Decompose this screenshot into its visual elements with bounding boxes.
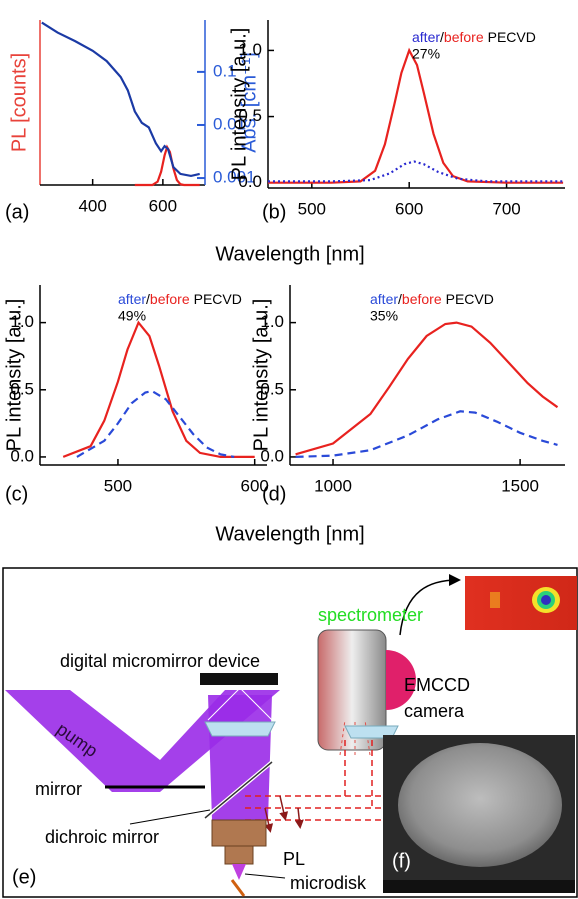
annotation-part: after xyxy=(118,291,146,307)
dmd xyxy=(200,673,278,685)
spot-core xyxy=(541,595,551,605)
panel-label: (f) xyxy=(392,850,411,872)
y-axis-label: PL intensity [a.u.] xyxy=(228,28,250,181)
annotation-ratio: 35% xyxy=(370,308,398,324)
annotation-part: PECVD xyxy=(446,291,494,307)
series-line xyxy=(296,411,558,457)
panel-label: (d) xyxy=(262,483,286,505)
annotation-part: before xyxy=(402,291,442,307)
annotation-part: before xyxy=(444,29,484,45)
camera-label: camera xyxy=(404,701,465,721)
sem-disk xyxy=(398,743,562,867)
annotation-part: after xyxy=(412,29,440,45)
x-tick-label: 700 xyxy=(492,199,520,218)
setup-diagram: spectrometer EMCCD camera digital microm… xyxy=(3,568,577,897)
camera-label: EMCCD xyxy=(404,675,470,695)
dmd-label: digital micromirror device xyxy=(60,651,260,671)
pl-arrows xyxy=(265,796,300,830)
panel-label: (b) xyxy=(262,201,286,223)
annotation-ratio: 27% xyxy=(412,46,440,62)
figure: spectrometer EMCCD camera digital microm… xyxy=(0,0,578,899)
annotation-part: PECVD xyxy=(194,291,242,307)
annotation-part: before xyxy=(150,291,190,307)
focus xyxy=(232,864,246,880)
mirror-label: mirror xyxy=(35,779,82,799)
lens-left xyxy=(205,722,275,736)
x-tick-label: 1000 xyxy=(314,476,352,495)
x-tick-label: 400 xyxy=(78,196,106,215)
series-line xyxy=(135,147,200,185)
panel-label: (c) xyxy=(5,483,28,505)
microdisk-pointer xyxy=(245,874,285,878)
spectral-image xyxy=(465,576,577,630)
series-line xyxy=(63,323,255,457)
x-tick-label: 1500 xyxy=(501,476,539,495)
series-line xyxy=(77,391,234,457)
spectrometer-label: spectrometer xyxy=(318,605,423,625)
objective-top xyxy=(212,820,266,846)
series-line xyxy=(268,50,563,182)
x-tick-label: 600 xyxy=(149,196,177,215)
dichroic-pointer xyxy=(130,810,210,824)
y-axis-label: PL intensity [a.u.] xyxy=(3,299,25,452)
annotation-part: PECVD xyxy=(488,29,536,45)
spot-side xyxy=(490,592,500,608)
series-line xyxy=(42,23,200,176)
panel-label: (e) xyxy=(12,866,36,888)
objective-bottom xyxy=(225,846,253,864)
x-axis-label: Wavelength [nm] xyxy=(215,243,364,265)
annotation-part: after xyxy=(370,291,398,307)
microdisk-label: microdisk xyxy=(290,873,367,893)
y-axis-label: PL [counts] xyxy=(8,53,30,152)
y-axis-label: PL intensity [a.u.] xyxy=(250,299,272,452)
x-tick-label: 500 xyxy=(298,199,326,218)
sample xyxy=(232,880,244,896)
pl-label: PL xyxy=(283,849,305,869)
x-axis-label: Wavelength [nm] xyxy=(215,523,364,545)
vertical-beam xyxy=(208,695,272,820)
annotation-ratio: 49% xyxy=(118,308,146,324)
x-tick-label: 500 xyxy=(104,476,132,495)
series-line xyxy=(268,162,563,182)
sem-bar xyxy=(383,880,575,893)
series-line xyxy=(296,323,558,455)
dichroic-label: dichroic mirror xyxy=(45,827,159,847)
panel-label: (a) xyxy=(5,201,29,223)
x-tick-label: 600 xyxy=(395,199,423,218)
